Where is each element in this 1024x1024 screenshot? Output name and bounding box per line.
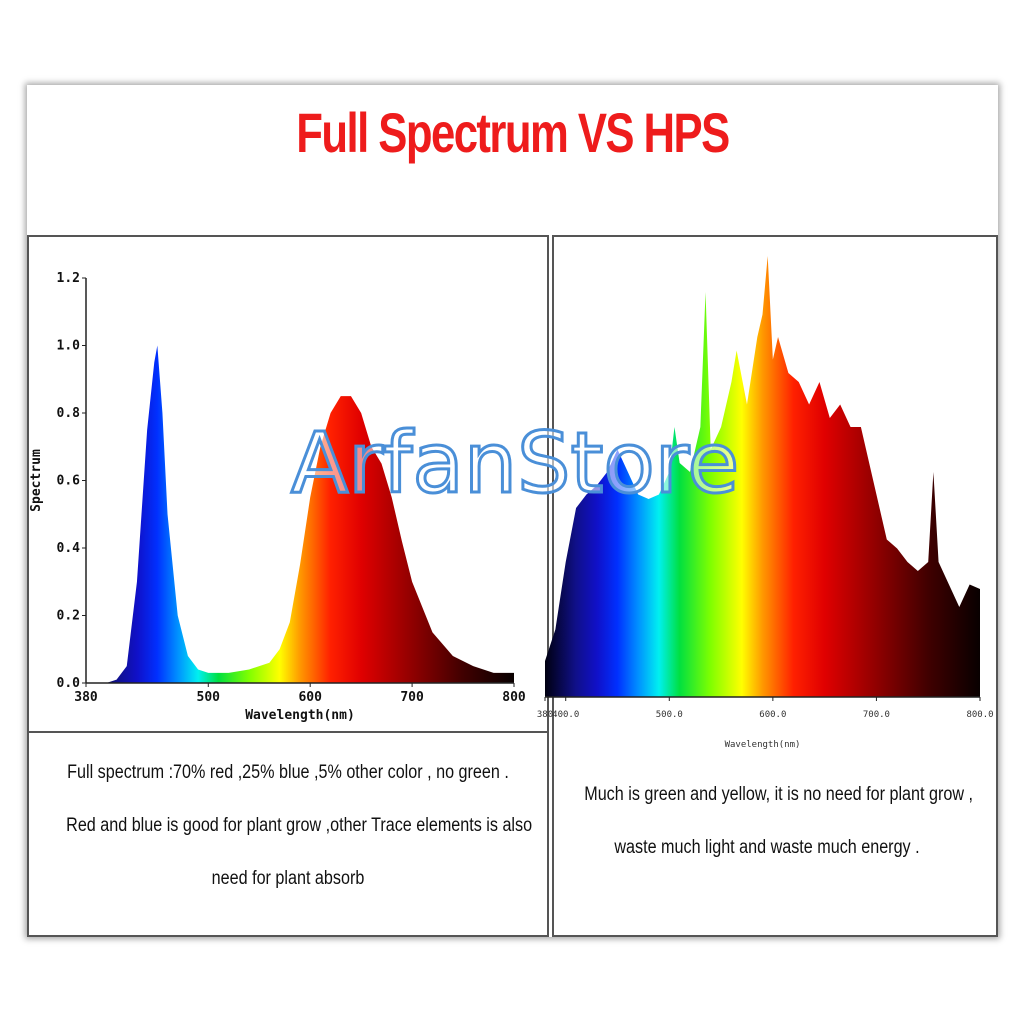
spectrum-area	[86, 345, 514, 683]
x-tick-label: 600.0	[759, 710, 786, 720]
watermark: ArfanStore	[291, 414, 739, 512]
y-tick-label: 0.2	[57, 609, 80, 624]
hps-description: Much is green and yellow, it is no need …	[584, 768, 973, 874]
x-tick-label: 500.0	[656, 710, 683, 720]
page-title: Full Spectrum VS HPS	[296, 101, 730, 164]
description-line: Red and blue is good for plant grow ,oth…	[66, 815, 533, 836]
description-line: Much is green and yellow, it is no need …	[584, 784, 973, 805]
full-spectrum-chart: 380 500 600 700 800 0.0 0.2 0.4 0.6 0.8 1.0 1.2 Wave…	[29, 271, 526, 723]
x-axis-label: Wavelength(nm)	[725, 740, 801, 750]
y-tick-label: 0.8	[57, 406, 81, 421]
description-line: need for plant absorb	[211, 868, 365, 889]
x-tick-label: 800.0	[966, 710, 993, 720]
full-spectrum-description: Full spectrum :70% red ,25% blue ,5% oth…	[66, 746, 533, 905]
x-tick-label: 600	[298, 690, 322, 705]
y-tick-label: 0.6	[57, 474, 81, 489]
y-tick-label: 1.2	[57, 271, 80, 286]
x-tick-label: 700	[400, 690, 424, 705]
description-line: waste much light and waste much energy .	[614, 837, 920, 858]
x-tick-label: 380	[74, 690, 98, 705]
hps-chart: 380 400.0 500.0 600.0 700.0 800.0 Wavelength(n…	[537, 256, 994, 750]
full-spectrum-panel	[27, 235, 549, 937]
x-tick-label: 500	[197, 690, 221, 705]
x-tick-label: 400.0	[552, 710, 579, 720]
x-tick-label: 700.0	[863, 710, 890, 720]
description-line: Full spectrum :70% red ,25% blue ,5% oth…	[67, 762, 509, 783]
x-tick-label: 380	[537, 710, 553, 720]
x-tick-label: 800	[502, 690, 526, 705]
panel-divider	[27, 731, 549, 733]
spectrum-area	[545, 256, 980, 697]
y-tick-label: 0.0	[57, 676, 81, 691]
y-tick-label: 0.4	[57, 541, 81, 556]
y-tick-label: 1.0	[57, 339, 81, 354]
y-axis-label: Spectrum	[29, 449, 44, 512]
x-axis-label: Wavelength(nm)	[245, 708, 355, 723]
